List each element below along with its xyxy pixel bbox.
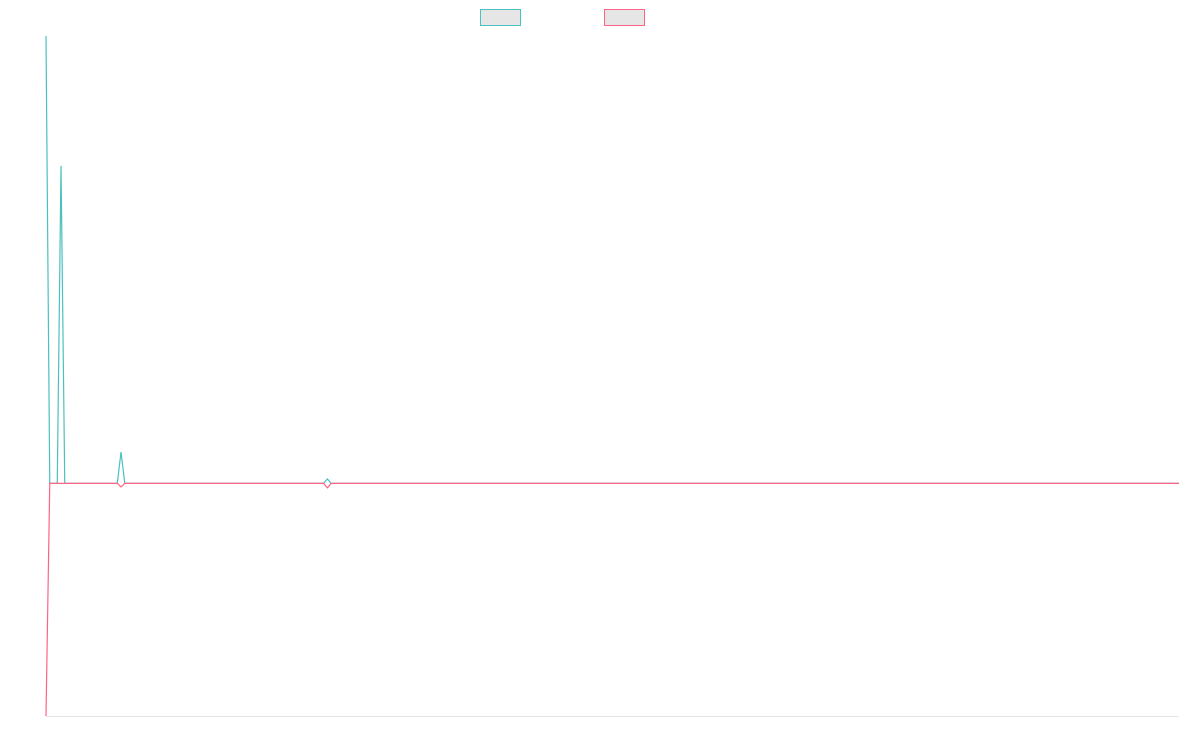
legend-swatch[interactable] <box>604 9 645 26</box>
data-line <box>45 35 1179 484</box>
legend-swatch[interactable] <box>480 9 521 26</box>
data-line <box>45 482 1179 717</box>
